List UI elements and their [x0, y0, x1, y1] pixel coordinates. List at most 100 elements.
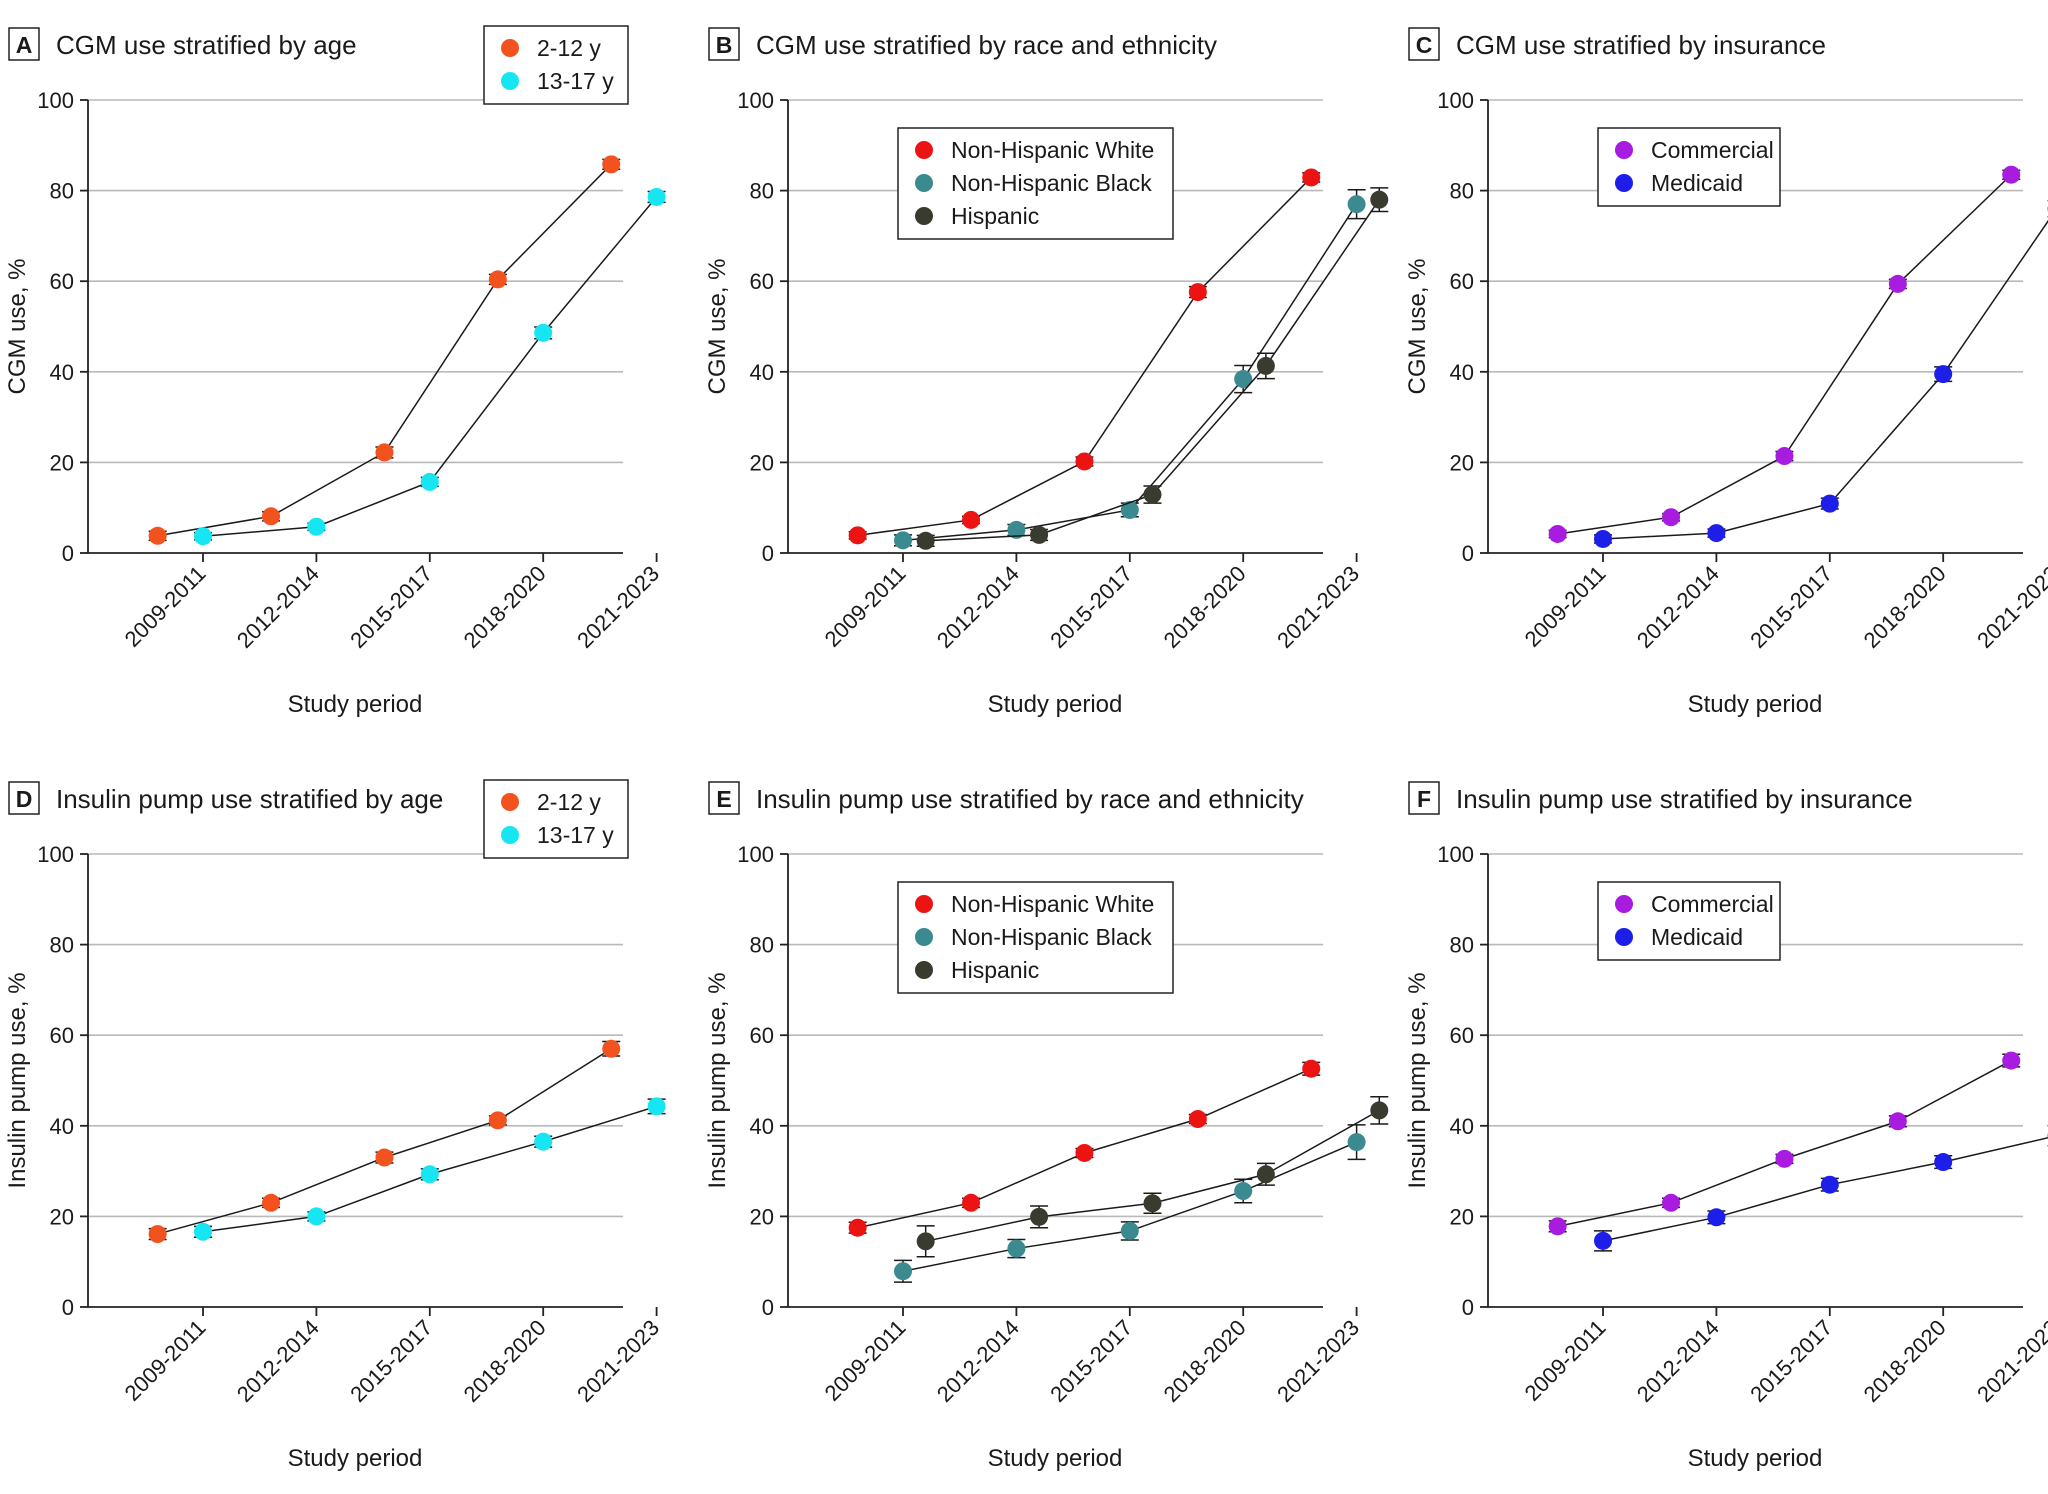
x-axis-label: Study period — [1688, 691, 1823, 718]
data-point — [1707, 1208, 1726, 1227]
legend-label: Commercial — [1651, 891, 1774, 917]
y-tick-label: 20 — [1450, 450, 1474, 475]
data-point — [1370, 1101, 1389, 1120]
y-tick-label: 20 — [50, 1204, 74, 1229]
y-tick-label: 0 — [762, 1295, 774, 1320]
data-point — [1120, 1221, 1139, 1240]
legend-marker — [1615, 141, 1633, 159]
x-axis-label: Study period — [988, 1445, 1123, 1472]
x-tick-label: 2012-2014 — [232, 561, 324, 653]
legend-label: Non-Hispanic White — [951, 891, 1154, 917]
data-point — [1256, 1165, 1275, 1184]
y-tick-label: 40 — [1450, 1114, 1474, 1139]
series-commercial — [1548, 1051, 2021, 1236]
data-point — [1548, 1217, 1567, 1236]
legend: Commercial Medicaid — [1597, 881, 1781, 961]
y-tick-label: 0 — [62, 1295, 74, 1320]
panel-letter: D — [16, 786, 33, 812]
legend-marker — [915, 961, 933, 979]
series-line — [1557, 1059, 2012, 1228]
panel-letter: C — [1416, 32, 1433, 58]
data-point — [1302, 168, 1321, 187]
legend-marker — [501, 72, 519, 90]
legend-marker — [915, 207, 933, 225]
data-point — [848, 1218, 867, 1237]
series-non-hispanic-white — [848, 168, 1321, 545]
x-tick-label: 2015-2017 — [1045, 561, 1137, 653]
data-point — [1662, 1193, 1681, 1212]
y-axis-label: CGM use, % — [4, 258, 31, 394]
x-tick-label: 2015-2017 — [1745, 561, 1837, 653]
data-point — [420, 1165, 439, 1184]
legend: 2-12 y 13-17 y — [483, 25, 629, 105]
data-point — [1888, 1112, 1907, 1131]
data-point — [534, 323, 553, 342]
y-tick-label: 100 — [1437, 842, 1474, 867]
panel-letter-box — [1408, 27, 1440, 61]
data-point — [488, 1111, 507, 1130]
y-axis-label: CGM use, % — [1404, 258, 1431, 394]
legend-label: Hispanic — [951, 203, 1039, 229]
legend-box — [897, 127, 1174, 240]
y-tick-label: 100 — [737, 88, 774, 113]
data-point — [534, 1132, 553, 1151]
legend-label: 2-12 y — [537, 789, 601, 815]
data-point — [1775, 1149, 1794, 1168]
data-point — [962, 510, 981, 529]
y-axis-label: CGM use, % — [704, 258, 731, 394]
data-point — [148, 526, 167, 545]
data-point — [2002, 1051, 2021, 1070]
x-axis-label: Study period — [988, 691, 1123, 718]
x-tick-label: 2018-2020 — [459, 561, 551, 653]
data-point — [2002, 165, 2021, 184]
series-2-12-y — [148, 155, 621, 545]
legend: Non-Hispanic White Non-Hispanic Black Hisp… — [897, 127, 1174, 240]
panel-letter-box — [8, 781, 40, 815]
legend-label: Non-Hispanic Black — [951, 170, 1152, 196]
panel-letter-box — [8, 27, 40, 61]
data-point — [1075, 1143, 1094, 1162]
data-point — [307, 1207, 326, 1226]
y-tick-label: 20 — [1450, 1204, 1474, 1229]
y-tick-label: 60 — [750, 269, 774, 294]
legend-marker — [501, 826, 519, 844]
x-axis-label: Study period — [288, 691, 423, 718]
x-axis-label: Study period — [288, 1445, 423, 1472]
series-non-hispanic-white — [848, 1059, 1321, 1237]
y-axis-label: Insulin pump use, % — [4, 972, 31, 1188]
legend-label: Medicaid — [1651, 924, 1743, 950]
series-line — [1557, 174, 2012, 535]
y-tick-label: 40 — [50, 360, 74, 385]
x-tick-label: 2021-2023 — [572, 561, 664, 653]
data-point — [148, 1225, 167, 1244]
data-point — [1370, 190, 1389, 209]
data-point — [916, 531, 935, 550]
panel-letter: E — [716, 786, 731, 812]
data-point — [1234, 1182, 1253, 1201]
y-axis-label: Insulin pump use, % — [1404, 972, 1431, 1188]
y-tick-label: 80 — [50, 179, 74, 204]
data-point — [1075, 452, 1094, 471]
y-tick-label: 40 — [1450, 360, 1474, 385]
y-tick-label: 20 — [750, 1204, 774, 1229]
legend: 2-12 y 13-17 y — [483, 779, 629, 859]
data-point — [1120, 500, 1139, 519]
y-tick-label: 60 — [50, 1023, 74, 1048]
y-tick-label: 20 — [750, 450, 774, 475]
panel-b: B CGM use stratified by race and ethnicit… — [704, 27, 1389, 718]
data-point — [1662, 508, 1681, 527]
data-point — [1707, 524, 1726, 543]
data-point — [1347, 1133, 1366, 1152]
x-tick-label: 2012-2014 — [932, 1315, 1024, 1407]
y-tick-label: 40 — [750, 1114, 774, 1139]
x-tick-label: 2018-2020 — [1859, 561, 1951, 653]
y-tick-label: 60 — [50, 269, 74, 294]
legend: Non-Hispanic White Non-Hispanic Black Hisp… — [897, 881, 1174, 994]
y-tick-label: 20 — [50, 450, 74, 475]
data-point — [375, 443, 394, 462]
legend-label: Medicaid — [1651, 170, 1743, 196]
y-tick-label: 0 — [1462, 1295, 1474, 1320]
x-tick-label: 2012-2014 — [932, 561, 1024, 653]
series-non-hispanic-black — [894, 1124, 1366, 1283]
